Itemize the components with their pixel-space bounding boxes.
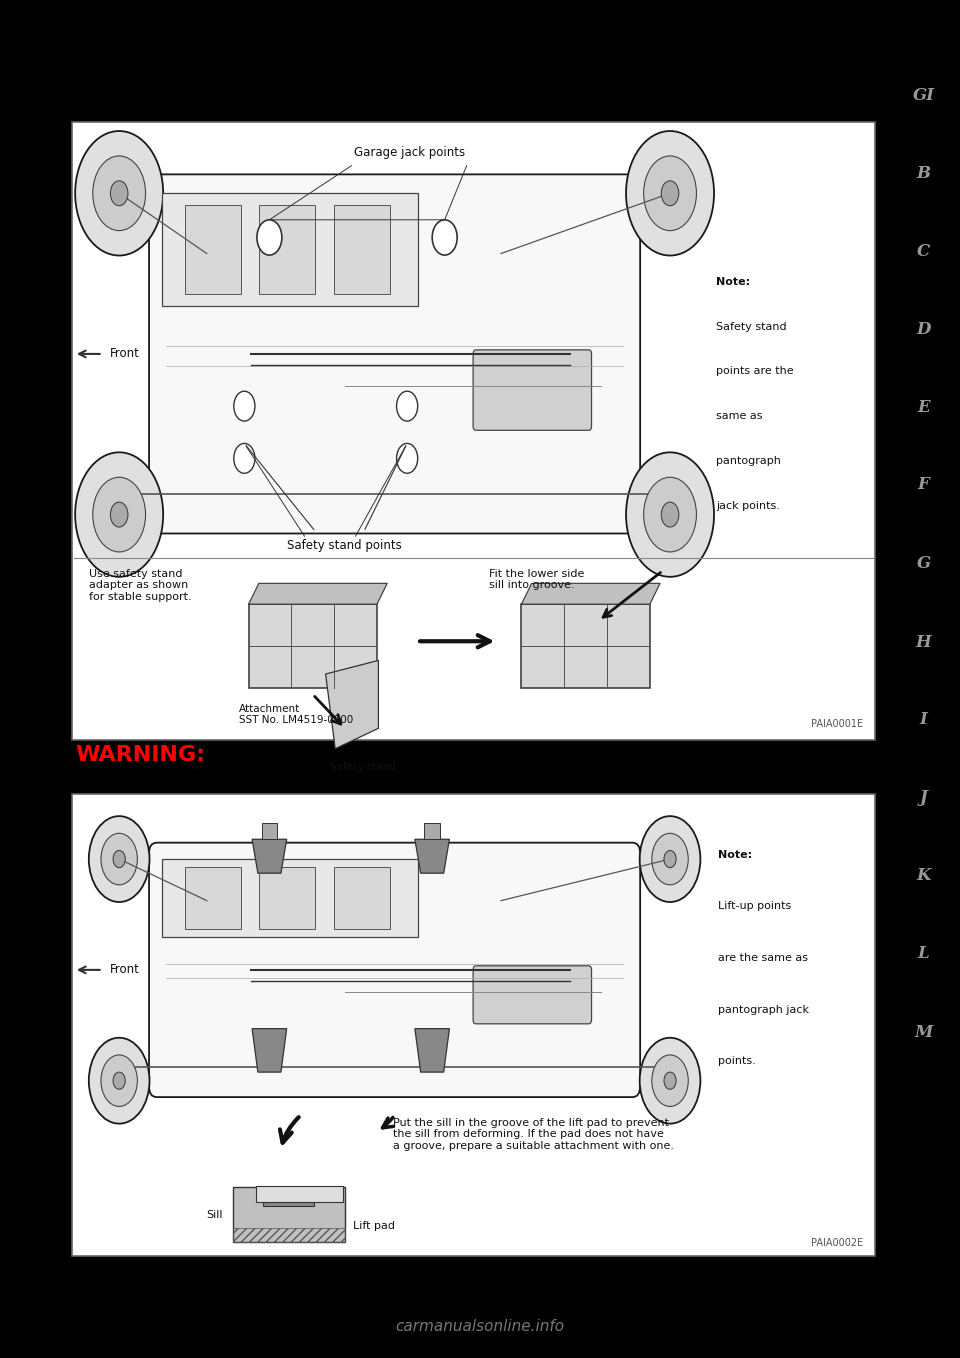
Polygon shape [325, 660, 378, 748]
Text: Lift pad: Lift pad [352, 1221, 395, 1230]
Bar [259, 866, 315, 929]
Text: L: L [918, 945, 929, 961]
Text: D: D [917, 322, 930, 338]
Text: Front: Front [109, 348, 139, 360]
Text: I: I [920, 712, 927, 728]
Circle shape [101, 834, 137, 885]
Bar [185, 205, 241, 295]
Text: J: J [920, 789, 927, 805]
Circle shape [110, 181, 128, 205]
Text: K: K [916, 868, 931, 884]
FancyBboxPatch shape [473, 350, 591, 430]
Circle shape [75, 452, 163, 577]
Circle shape [643, 477, 696, 551]
Text: F: F [918, 477, 929, 493]
Bar [334, 205, 390, 295]
Bar [259, 205, 315, 295]
Text: pantograph: pantograph [716, 456, 781, 466]
Text: E: E [917, 399, 930, 416]
Circle shape [661, 181, 679, 205]
Circle shape [93, 156, 146, 231]
Circle shape [639, 816, 701, 902]
Circle shape [664, 1071, 676, 1089]
Text: G: G [917, 555, 930, 572]
Text: Attachment
SST No. LM4519-0000: Attachment SST No. LM4519-0000 [239, 703, 353, 725]
Text: Lift-up points: Lift-up points [718, 902, 791, 911]
Bar [249, 604, 377, 687]
Bar [185, 866, 241, 929]
Text: points.: points. [718, 1057, 756, 1066]
Circle shape [110, 502, 128, 527]
Bar [334, 866, 390, 929]
Text: PAIA0001E: PAIA0001E [811, 720, 863, 729]
Text: Safety stand points: Safety stand points [287, 539, 402, 551]
Circle shape [75, 130, 163, 255]
Text: are the same as: are the same as [718, 953, 808, 963]
Polygon shape [521, 584, 660, 604]
Circle shape [652, 834, 688, 885]
Text: Use safety stand
adapter as shown
for stable support.: Use safety stand adapter as shown for st… [89, 569, 192, 602]
FancyBboxPatch shape [149, 174, 640, 534]
Bar [232, 1187, 345, 1243]
FancyBboxPatch shape [149, 843, 640, 1097]
Circle shape [113, 850, 125, 868]
Circle shape [626, 452, 714, 577]
Polygon shape [252, 1028, 287, 1071]
Text: GI: GI [913, 87, 934, 103]
Text: Note:: Note: [718, 850, 753, 860]
Bar [263, 1187, 314, 1206]
Bar [256, 1186, 343, 1202]
Bar [161, 193, 418, 306]
Circle shape [89, 816, 150, 902]
Circle shape [93, 477, 146, 551]
Polygon shape [252, 839, 287, 873]
Circle shape [664, 850, 676, 868]
Circle shape [257, 220, 282, 255]
Bar [521, 604, 650, 687]
Text: Garage jack points: Garage jack points [353, 145, 465, 159]
Circle shape [661, 502, 679, 527]
Text: WARNING:: WARNING: [75, 744, 204, 765]
Text: H: H [916, 634, 931, 650]
Bar [424, 823, 440, 839]
Circle shape [396, 444, 418, 474]
Text: Note:: Note: [716, 277, 751, 287]
Bar [72, 122, 875, 740]
Text: PAIA0002E: PAIA0002E [811, 1238, 863, 1248]
Circle shape [652, 1055, 688, 1107]
Text: Sill: Sill [206, 1210, 223, 1219]
Text: M: M [914, 1024, 933, 1040]
Text: Safety stand: Safety stand [716, 322, 787, 331]
Text: B: B [917, 166, 930, 182]
Circle shape [234, 444, 255, 474]
Circle shape [626, 130, 714, 255]
Text: Safety stand: Safety stand [330, 762, 396, 773]
Bar [161, 860, 418, 937]
Circle shape [639, 1038, 701, 1123]
Text: pantograph jack: pantograph jack [718, 1005, 809, 1014]
Text: Fit the lower side
sill into groove.: Fit the lower side sill into groove. [490, 569, 585, 591]
Circle shape [101, 1055, 137, 1107]
Bar [262, 823, 277, 839]
Text: C: C [917, 243, 930, 259]
Text: carmanualsonline.info: carmanualsonline.info [396, 1319, 564, 1334]
Text: Put the sill in the groove of the lift pad to prevent
the sill from deforming. I: Put the sill in the groove of the lift p… [393, 1118, 674, 1150]
Text: same as: same as [716, 411, 763, 421]
Polygon shape [415, 839, 449, 873]
Polygon shape [415, 1028, 449, 1071]
Circle shape [89, 1038, 150, 1123]
Circle shape [432, 220, 457, 255]
Circle shape [234, 391, 255, 421]
FancyBboxPatch shape [473, 966, 591, 1024]
Circle shape [643, 156, 696, 231]
Bar [72, 794, 875, 1256]
Text: jack points.: jack points. [716, 501, 780, 511]
Circle shape [396, 391, 418, 421]
Polygon shape [249, 584, 387, 604]
Text: Front: Front [109, 963, 139, 976]
Circle shape [113, 1071, 125, 1089]
Text: points are the: points are the [716, 367, 794, 376]
